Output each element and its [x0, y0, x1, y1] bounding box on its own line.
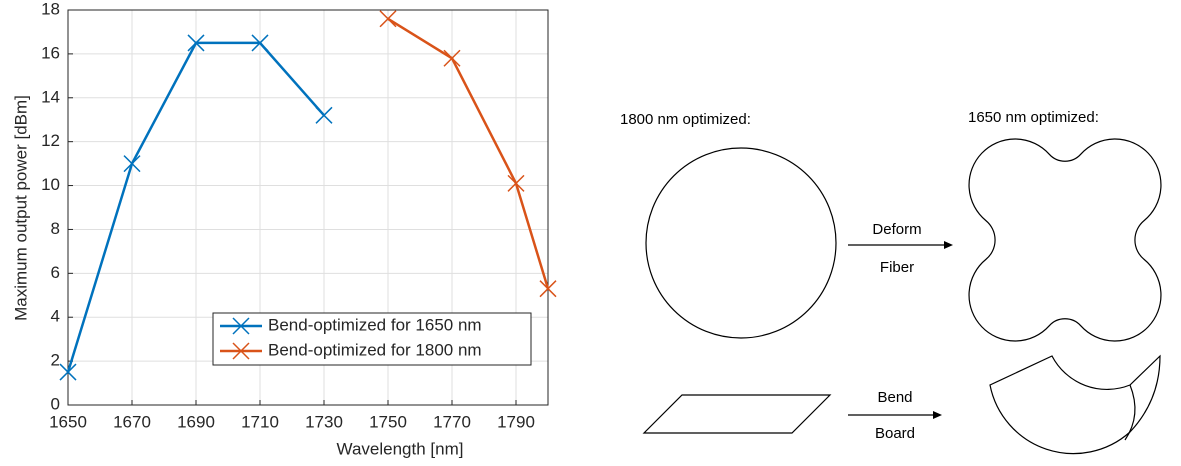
x-tick-label: 1750	[369, 412, 407, 431]
x-tick-label: 1790	[497, 412, 535, 431]
y-tick-label: 4	[51, 307, 60, 326]
bent-board-edge	[1125, 385, 1135, 440]
x-tick-label: 1710	[241, 412, 279, 431]
y-tick-label: 12	[41, 131, 60, 150]
flat-board	[644, 395, 830, 433]
legend-label: Bend-optimized for 1650 nm	[268, 315, 482, 334]
legend-label: Bend-optimized for 1800 nm	[268, 340, 482, 359]
page: Wavelength [nm] Maximum output power [dB…	[0, 0, 1181, 466]
figure: Wavelength [nm] Maximum output power [dB…	[0, 0, 1181, 466]
y-tick-label: 10	[41, 175, 60, 194]
x-tick-label: 1690	[177, 412, 215, 431]
series-line	[388, 19, 548, 289]
y-tick-label: 0	[51, 394, 60, 413]
diagram-label: 1800 nm optimized:	[620, 111, 751, 128]
diagram-label: 1650 nm optimized:	[968, 109, 1099, 126]
y-tick-label: 14	[41, 87, 60, 106]
round-fiber	[646, 148, 836, 338]
arrow-head	[944, 241, 953, 249]
y-tick-label: 16	[41, 43, 60, 62]
y-tick-label: 6	[51, 263, 60, 282]
diagram: 1800 nm optimized: 1650 nm optimized: De…	[620, 109, 1161, 454]
y-tick-label: 2	[51, 351, 60, 370]
arrow-label: Fiber	[880, 259, 914, 276]
arrow-label: Bend	[877, 389, 912, 406]
arrow-label: Deform	[872, 221, 921, 238]
x-tick-label: 1650	[49, 412, 87, 431]
clover-fiber	[969, 139, 1161, 341]
x-tick-label: 1730	[305, 412, 343, 431]
legend: Bend-optimized for 1650 nm Bend-optimized…	[213, 313, 531, 365]
x-tick-label: 1670	[113, 412, 151, 431]
y-tick-label: 18	[41, 0, 60, 18]
y-axis-label: Maximum output power [dBm]	[11, 95, 30, 321]
x-axis-label: Wavelength [nm]	[337, 439, 464, 458]
x-tick-label: 1770	[433, 412, 471, 431]
arrow-label: Board	[875, 425, 915, 442]
arrow-head	[933, 411, 942, 419]
y-tick-label: 8	[51, 219, 60, 238]
